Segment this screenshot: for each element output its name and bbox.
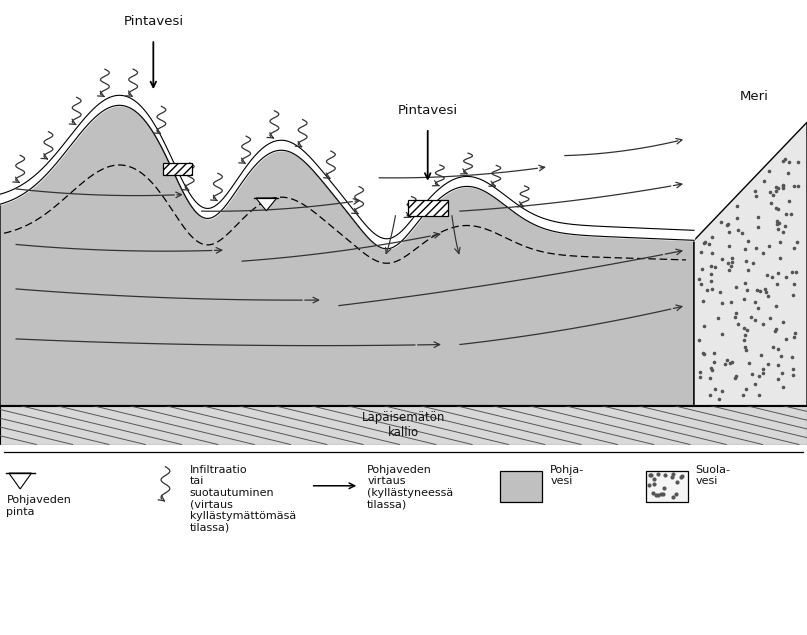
Text: Pintavesi: Pintavesi: [398, 104, 458, 117]
Polygon shape: [694, 122, 807, 406]
Bar: [646, 471, 688, 502]
Text: Pintavesi: Pintavesi: [123, 15, 183, 28]
Bar: [163, 163, 192, 175]
Polygon shape: [9, 473, 31, 489]
Text: Läpäisemätön
kallio: Läpäisemätön kallio: [362, 411, 445, 439]
Bar: [500, 471, 542, 502]
Polygon shape: [256, 198, 277, 211]
Text: Meri: Meri: [740, 90, 769, 103]
Text: Pohjaveden
pinta: Pohjaveden pinta: [6, 495, 71, 517]
Polygon shape: [0, 406, 807, 444]
Polygon shape: [0, 105, 694, 406]
Text: Infiltraatio
tai
suotautuminen
(virtaus
kyllästymättömäsä
tilassa): Infiltraatio tai suotautuminen (virtaus …: [190, 465, 296, 533]
Text: Pohja-
vesi: Pohja- vesi: [550, 465, 584, 486]
Text: Suola-
vesi: Suola- vesi: [696, 465, 730, 486]
Text: Pohjaveden
virtaus
(kyllästyneessä
tilassa): Pohjaveden virtaus (kyllästyneessä tilas…: [367, 465, 454, 510]
Bar: [408, 200, 448, 216]
